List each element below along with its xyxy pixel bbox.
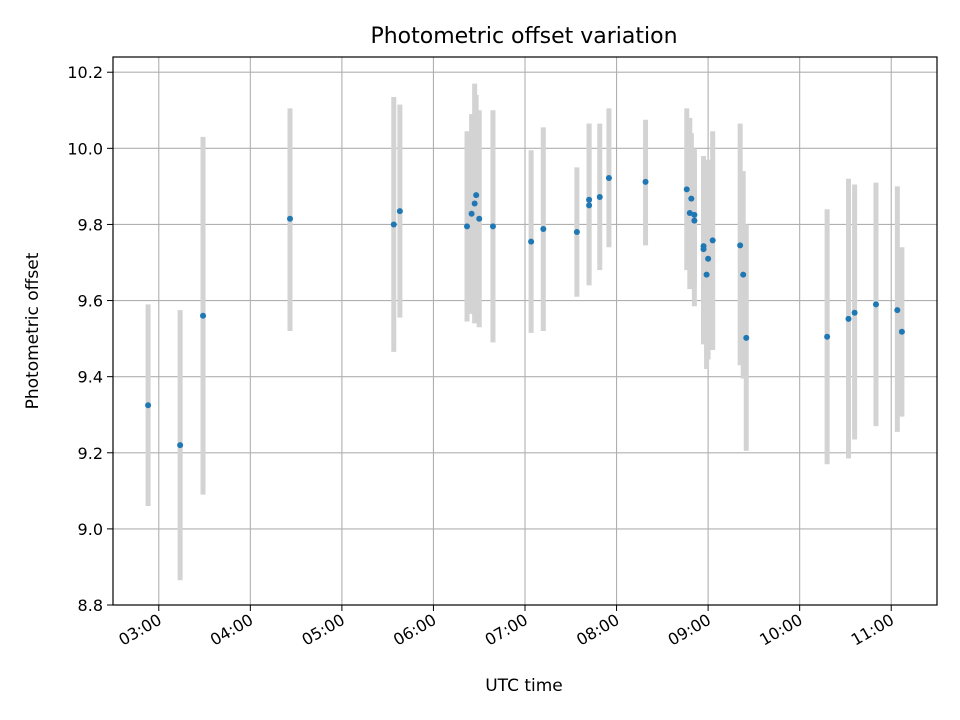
data-point <box>573 229 580 236</box>
y-tick-label: 9.8 <box>78 215 103 234</box>
data-point <box>586 202 593 209</box>
data-point <box>686 210 693 217</box>
data-point <box>586 196 593 203</box>
data-point <box>471 200 478 207</box>
data-point <box>396 208 403 215</box>
data-point <box>683 186 690 193</box>
data-point <box>743 334 750 341</box>
data-point <box>700 246 707 253</box>
data-point <box>177 442 184 449</box>
data-point <box>596 194 603 201</box>
y-axis-label: Photometric offset <box>23 252 43 409</box>
data-point <box>740 271 747 278</box>
data-point <box>476 215 483 222</box>
data-point <box>737 242 744 249</box>
data-point <box>287 215 294 222</box>
x-axis-label: UTC time <box>485 676 563 696</box>
data-point <box>872 301 879 308</box>
y-tick-label: 9.4 <box>78 368 103 387</box>
data-point <box>691 211 698 218</box>
data-point <box>473 192 480 199</box>
y-tick-label: 8.8 <box>78 596 103 615</box>
data-point <box>200 312 207 319</box>
data-point <box>605 175 612 182</box>
data-point <box>898 328 905 335</box>
data-point <box>894 307 901 314</box>
data-point <box>468 210 475 217</box>
data-points <box>145 175 905 449</box>
data-point <box>824 333 831 340</box>
data-point <box>464 223 471 230</box>
data-point <box>851 309 858 316</box>
data-point <box>145 402 152 409</box>
chart-title: Photometric offset variation <box>370 24 677 49</box>
data-point <box>642 178 649 185</box>
data-point <box>703 271 710 278</box>
data-point <box>705 255 712 262</box>
grid <box>113 57 937 606</box>
data-point <box>691 217 698 224</box>
data-point <box>390 221 397 228</box>
data-point <box>540 226 547 233</box>
y-tick-label: 9.2 <box>78 444 103 463</box>
data-point <box>528 238 535 245</box>
y-tick-label: 10.0 <box>67 139 103 158</box>
y-tick-label: 10.2 <box>67 63 103 82</box>
y-tick-label: 9.0 <box>78 520 103 539</box>
data-point <box>845 315 852 322</box>
data-point <box>688 195 695 202</box>
data-point <box>709 237 716 244</box>
data-point <box>489 223 496 230</box>
y-tick-label: 9.6 <box>78 292 103 311</box>
